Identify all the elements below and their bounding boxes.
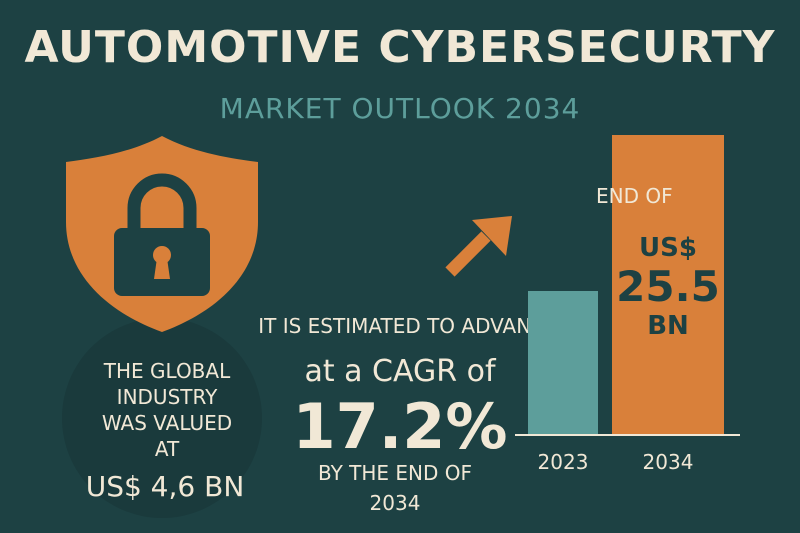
valuation-amount: US$ 4,6 BN (85, 470, 245, 503)
background-circle (62, 318, 262, 518)
page-subtitle: MARKET OUTLOOK 2034 (219, 92, 581, 125)
bar-value-unit: BN (647, 311, 689, 341)
valuation-text: THE GLOBAL INDUSTRY WAS VALUED AT (62, 358, 272, 462)
bar-annotation-prefix: END OF (596, 184, 673, 208)
valuation-line-4: AT (154, 437, 180, 461)
x-tick-label-2023: 2023 (538, 450, 589, 474)
bar-value-label: US$ 25.5 BN (612, 232, 724, 342)
cagr-label: at a CAGR of (304, 354, 496, 389)
forecast-end: BY THE END OF 2034 (300, 458, 490, 518)
bar-value-number: 25.5 (616, 262, 720, 311)
forecast-end-line-1: BY THE END OF (317, 461, 473, 485)
padlock-icon (114, 173, 210, 296)
market-bar-chart: 2023 2034 (515, 135, 740, 474)
bar-2023 (528, 291, 598, 435)
valuation-line-3: WAS VALUED (101, 411, 233, 435)
x-tick-label-2034: 2034 (643, 450, 694, 474)
valuation-line-2: INDUSTRY (116, 385, 218, 409)
arrow-up-right-icon (445, 216, 512, 277)
bar-value-currency: US$ (639, 233, 697, 263)
shield-icon (66, 136, 258, 332)
bar-2034 (612, 135, 724, 435)
forecast-end-line-2: 2034 (369, 491, 421, 515)
valuation-line-1: THE GLOBAL (103, 359, 231, 383)
cagr-value: 17.2% (292, 390, 508, 463)
page-title: AUTOMOTIVE CYBERSECURTY (24, 22, 776, 73)
forecast-intro: IT IS ESTIMATED TO ADVANCE (258, 314, 558, 338)
